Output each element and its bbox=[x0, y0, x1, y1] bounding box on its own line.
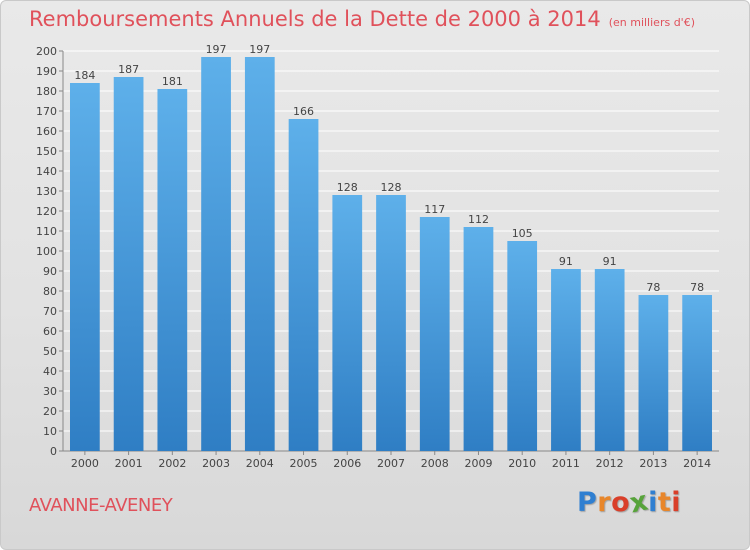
chart-subtitle: (en milliers d'€) bbox=[608, 16, 695, 29]
x-tick-label: 2014 bbox=[683, 457, 711, 470]
bar bbox=[682, 295, 713, 451]
bar-value-label: 91 bbox=[603, 255, 617, 268]
bar-value-label: 117 bbox=[424, 203, 445, 216]
bar bbox=[594, 269, 625, 451]
y-tick-label: 160 bbox=[36, 125, 57, 138]
bar bbox=[244, 57, 275, 451]
x-tick-label: 2002 bbox=[158, 457, 186, 470]
bar-value-label: 166 bbox=[293, 105, 314, 118]
y-tick-label: 120 bbox=[36, 205, 57, 218]
y-tick-label: 10 bbox=[43, 425, 57, 438]
bar bbox=[419, 217, 450, 451]
x-tick-label: 2006 bbox=[333, 457, 361, 470]
x-tick-label: 2004 bbox=[246, 457, 274, 470]
bar bbox=[69, 83, 100, 451]
logo-letter: P bbox=[577, 487, 598, 518]
bar-value-label: 184 bbox=[74, 69, 95, 82]
x-tick-label: 2009 bbox=[464, 457, 492, 470]
logo-letter: i bbox=[648, 487, 658, 518]
bar-value-label: 187 bbox=[118, 63, 139, 76]
logo-letter: t bbox=[657, 487, 672, 518]
x-tick-label: 2005 bbox=[290, 457, 318, 470]
y-tick-label: 200 bbox=[36, 45, 57, 58]
y-tick-label: 20 bbox=[43, 405, 57, 418]
bar-value-label: 91 bbox=[559, 255, 573, 268]
logo-letter: i bbox=[671, 487, 682, 518]
bar-value-label: 128 bbox=[337, 181, 358, 194]
y-tick-label: 60 bbox=[43, 325, 57, 338]
y-tick-label: 130 bbox=[36, 185, 57, 198]
x-tick-label: 2008 bbox=[421, 457, 449, 470]
x-tick-label: 2011 bbox=[552, 457, 580, 470]
x-tick-label: 2001 bbox=[115, 457, 143, 470]
y-tick-label: 0 bbox=[50, 445, 57, 458]
chart-title: Remboursements Annuels de la Dette de 20… bbox=[29, 7, 695, 31]
bar-value-label: 128 bbox=[381, 181, 402, 194]
y-tick-label: 180 bbox=[36, 85, 57, 98]
x-tick-label: 2003 bbox=[202, 457, 230, 470]
y-tick-label: 70 bbox=[43, 305, 57, 318]
bar-value-label: 78 bbox=[690, 281, 704, 294]
y-tick-label: 80 bbox=[43, 285, 57, 298]
bar bbox=[463, 227, 494, 451]
y-tick-label: 140 bbox=[36, 165, 57, 178]
y-tick-label: 50 bbox=[43, 345, 57, 358]
proxiti-logo: Proxiti bbox=[577, 485, 682, 519]
bar bbox=[551, 269, 581, 451]
bar bbox=[288, 119, 319, 451]
y-tick-label: 150 bbox=[36, 145, 57, 158]
x-tick-label: 2007 bbox=[377, 457, 405, 470]
logo-letter: o bbox=[611, 487, 631, 518]
y-tick-label: 100 bbox=[36, 245, 57, 258]
y-tick-label: 30 bbox=[43, 385, 57, 398]
bar bbox=[157, 89, 188, 451]
bar bbox=[201, 57, 231, 451]
logo-letter: r bbox=[597, 487, 612, 518]
y-tick-label: 110 bbox=[36, 225, 57, 238]
bar bbox=[507, 241, 538, 451]
x-tick-label: 2000 bbox=[71, 457, 99, 470]
bar bbox=[113, 77, 144, 451]
bar-value-label: 112 bbox=[468, 213, 489, 226]
y-tick-label: 190 bbox=[36, 65, 57, 78]
x-tick-label: 2010 bbox=[508, 457, 536, 470]
bar-value-label: 181 bbox=[162, 75, 183, 88]
bar bbox=[638, 295, 669, 451]
y-tick-label: 40 bbox=[43, 365, 57, 378]
commune-name: AVANNE-AVENEY bbox=[29, 495, 173, 516]
y-tick-label: 170 bbox=[36, 105, 57, 118]
bar bbox=[332, 195, 363, 451]
chart-title-text: Remboursements Annuels de la Dette de 20… bbox=[29, 7, 601, 31]
bar-value-label: 197 bbox=[206, 43, 227, 56]
x-tick-label: 2013 bbox=[639, 457, 667, 470]
bar-value-label: 105 bbox=[512, 227, 533, 240]
bar-value-label: 197 bbox=[249, 43, 270, 56]
x-tick-label: 2012 bbox=[596, 457, 624, 470]
y-tick-label: 90 bbox=[43, 265, 57, 278]
bar-value-label: 78 bbox=[646, 281, 660, 294]
bar bbox=[376, 195, 406, 451]
